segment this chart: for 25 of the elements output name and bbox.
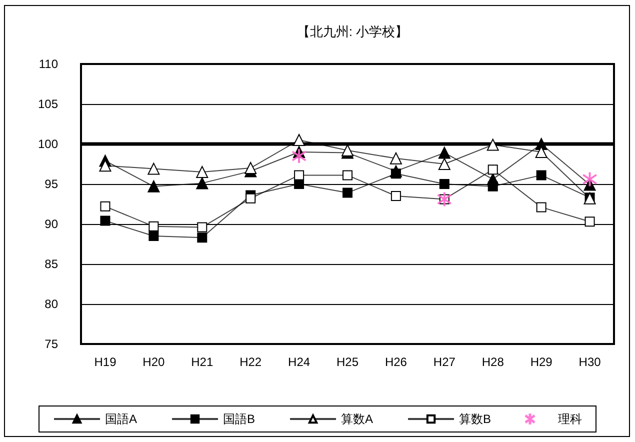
x-tick-label: H21: [191, 355, 214, 369]
y-tick-label: 100: [38, 137, 58, 151]
x-tick-label: H26: [384, 355, 408, 369]
y-tick-label: 105: [38, 97, 58, 111]
legend-label: 算数B: [459, 412, 492, 426]
x-tick-label: H19: [94, 355, 117, 369]
y-tick-label: 85: [44, 257, 58, 271]
x-tick-label: H29: [530, 355, 553, 369]
legend-label: 理科: [558, 412, 582, 426]
legend-label: 国語A: [105, 412, 138, 426]
y-tick-label: 95: [44, 177, 58, 191]
x-tick-label: H25: [336, 355, 359, 369]
y-tick-label: 75: [44, 337, 58, 351]
x-tick-label: H30: [578, 355, 602, 369]
y-tick-label: 110: [38, 57, 58, 71]
y-tick-label: 80: [44, 297, 58, 311]
x-tick-label: H22: [240, 355, 262, 369]
legend-label: 算数A: [341, 412, 374, 426]
x-tick-label: H27: [433, 355, 456, 369]
y-tick-label: 90: [44, 217, 58, 231]
x-tick-label: H20: [142, 355, 166, 369]
legend-label: 国語B: [223, 412, 256, 426]
x-tick-label: H24: [288, 355, 310, 369]
chart-title: 【北九州: 小学校】: [296, 24, 408, 39]
x-tick-label: H28: [482, 355, 504, 369]
